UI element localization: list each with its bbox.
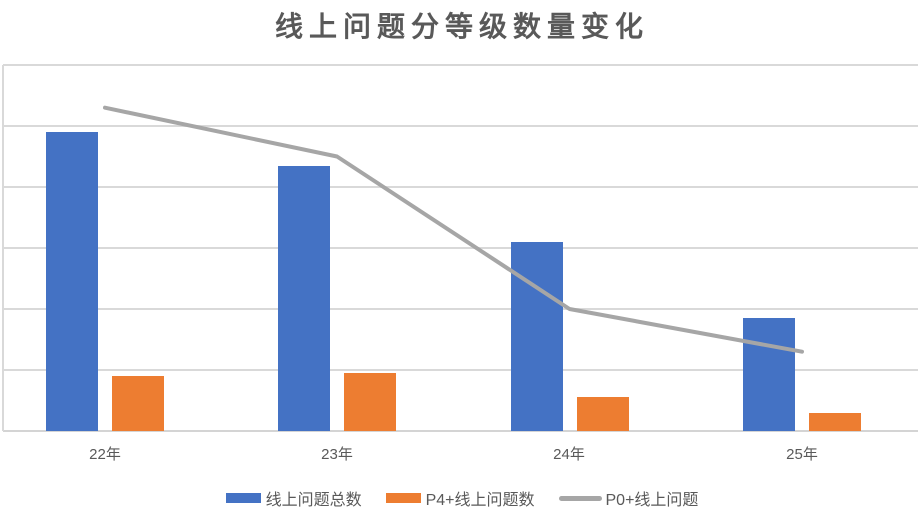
legend-swatch-blue-bar — [225, 493, 261, 503]
legend-item-total: 线上问题总数 — [225, 486, 362, 510]
x-axis-label: 24年 — [553, 446, 585, 463]
legend-swatch-gray-line — [558, 495, 602, 501]
total-issues-bar — [278, 165, 330, 431]
x-axis-label: 22年 — [89, 446, 121, 463]
x-axis-line — [3, 430, 918, 432]
gridline — [3, 247, 918, 249]
legend-label: P4+线上问题数 — [425, 492, 535, 509]
p4-issues-bar — [809, 412, 861, 431]
p4-issues-bar — [344, 373, 396, 431]
y-axis-line — [2, 65, 4, 431]
legend-swatch-orange-bar — [385, 493, 421, 503]
gridline — [3, 64, 918, 66]
legend-item-p0: P0+线上问题 — [558, 486, 699, 510]
legend-label: P0+线上问题 — [605, 492, 699, 509]
gridline — [3, 186, 918, 188]
x-axis-label: 23年 — [321, 446, 353, 463]
legend-label: 线上问题总数 — [265, 492, 362, 509]
total-issues-bar — [46, 132, 98, 431]
legend-item-p4: P4+线上问题数 — [385, 486, 535, 510]
gridline — [3, 369, 918, 371]
p4-issues-bar — [112, 376, 164, 431]
gridline — [3, 125, 918, 127]
total-issues-bar — [743, 318, 795, 431]
gridline — [3, 308, 918, 310]
chart-title: 线上问题分等级数量变化 — [274, 11, 649, 42]
p4-issues-bar — [576, 397, 629, 431]
chart-legend: 线上问题总数 P4+线上问题数 P0+线上问题 — [0, 486, 924, 510]
p0-issues-line — [103, 105, 804, 354]
total-issues-bar — [510, 241, 563, 431]
x-axis-label: 25年 — [786, 446, 818, 463]
